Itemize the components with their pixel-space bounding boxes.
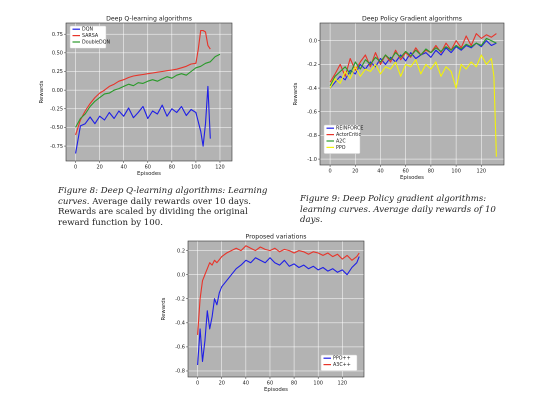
legend-label-reinforce: REINFORCE xyxy=(336,126,363,132)
figure-9-caption-lead: Figure 9: Deep Policy gradient algorithm… xyxy=(300,194,496,226)
y-axis-label: Rewards xyxy=(39,80,45,103)
series-line-reinforce xyxy=(329,40,497,89)
legend-label-a2c: A2C xyxy=(336,138,346,144)
x-axis-label: Episodes xyxy=(137,171,161,177)
x-tick-label: 60 xyxy=(145,165,151,171)
legend-box xyxy=(69,25,107,49)
y-tick-label: -0.6 xyxy=(307,109,317,115)
series-line-a3c xyxy=(197,245,360,335)
x-tick-label: 40 xyxy=(243,381,249,387)
y-tick-label: -0.6 xyxy=(175,345,185,351)
y-axis-label: Rewards xyxy=(161,297,167,320)
y-tick-label: -0.2 xyxy=(175,296,185,302)
chart-deep-q-learning: 0 20 40 60 80 100 120 -0.75 -0.50 -0.25 0.00 0.25 0.… xyxy=(39,16,233,177)
y-tick-label: 0.2 xyxy=(177,248,185,254)
x-tick-label: 0 xyxy=(196,381,199,387)
y-tick-label: -0.50 xyxy=(50,125,63,131)
y-tick-label: 0.75 xyxy=(52,32,63,38)
series-line-dqn xyxy=(75,85,211,154)
legend-label-doubledqn: DoubleDQN xyxy=(82,39,110,45)
legend-label-ppo: PPO xyxy=(336,145,346,151)
x-tick-label: 20 xyxy=(219,381,225,387)
y-tick-label: -0.4 xyxy=(307,86,317,92)
figure-8-caption: Figure 8: Deep Q-learning algorithms: Le… xyxy=(58,186,270,228)
series-line-sarsa xyxy=(75,29,211,136)
x-axis-label: Episodes xyxy=(264,387,288,393)
series-line-a2c xyxy=(329,37,497,86)
chart-title: Deep Q-learning algorithms xyxy=(106,16,192,23)
y-tick-label: 0.0 xyxy=(177,272,185,278)
x-axis-label: Episodes xyxy=(400,175,424,181)
chart-title: Proposed variations xyxy=(245,234,306,241)
x-tick-label: 40 xyxy=(377,169,383,175)
legend-label-dqn: DQN xyxy=(82,27,93,33)
plot-frame xyxy=(187,240,365,378)
x-tick-label: 120 xyxy=(477,169,487,175)
x-tick-label: 100 xyxy=(313,381,323,387)
x-tick-label: 0 xyxy=(328,169,331,175)
x-tick-label: 80 xyxy=(291,381,297,387)
x-tick-label: 100 xyxy=(191,165,201,171)
y-tick-label: -1.0 xyxy=(307,157,317,163)
legend-label-ppo: PPO++ xyxy=(333,356,351,362)
y-tick-label: 0.0 xyxy=(309,38,317,44)
x-tick-label: 60 xyxy=(403,169,409,175)
y-tick-label: -0.75 xyxy=(50,144,63,150)
x-tick-label: 120 xyxy=(338,381,348,387)
chart-title: Deep Policy Gradient algorithms xyxy=(362,16,462,23)
legend-label-actorcritic: ActorCritic xyxy=(336,132,361,138)
legend-label-sarsa: SARSA xyxy=(82,33,99,39)
y-tick-label: -0.25 xyxy=(50,106,63,112)
y-tick-label: -0.8 xyxy=(175,369,185,375)
legend-label-a3c: A3C++ xyxy=(333,362,351,368)
series-line-doubledqn xyxy=(75,53,221,128)
y-tick-label: 0.50 xyxy=(52,51,63,57)
chart-proposed-variations: 0 20 40 60 80 100 120 -0.8 -0.6 -0.4 -0.2 0.0 0.2 Pro… xyxy=(161,234,365,393)
x-tick-label: 100 xyxy=(451,169,461,175)
figure-9-caption: Figure 9: Deep Policy gradient algorithm… xyxy=(300,194,512,226)
legend-box xyxy=(320,354,358,372)
y-tick-label: -0.2 xyxy=(307,62,317,68)
y-tick-label: 0.25 xyxy=(52,69,63,75)
figure-8-caption-lead: Figure 8: Deep Q-learning algorithms: Le… xyxy=(58,186,268,207)
series-line-ppo xyxy=(197,256,360,366)
x-tick-label: 80 xyxy=(169,165,175,171)
y-axis-label: Rewards xyxy=(293,82,299,105)
y-tick-label: -0.4 xyxy=(175,321,185,327)
x-tick-label: 40 xyxy=(121,165,127,171)
y-tick-label: -0.8 xyxy=(307,133,317,139)
series-line-ppo xyxy=(329,54,497,157)
legend-box xyxy=(323,124,361,154)
x-tick-label: 20 xyxy=(96,165,102,171)
y-tick-label: 0.00 xyxy=(52,88,63,94)
figure-8-caption-text: Average daily rewards over 10 days. Rewa… xyxy=(58,196,252,228)
x-tick-label: 80 xyxy=(428,169,434,175)
chart-deep-policy-gradient: 0 20 40 60 80 100 120 -1.0 -0.8 -0.6 -0.4 -0.2 0.0 De… xyxy=(293,16,505,181)
plot-frame xyxy=(65,22,233,162)
x-tick-label: 0 xyxy=(74,165,77,171)
x-tick-label: 20 xyxy=(352,169,358,175)
x-tick-label: 60 xyxy=(267,381,273,387)
plot-frame xyxy=(319,22,505,166)
x-tick-label: 120 xyxy=(215,165,225,171)
